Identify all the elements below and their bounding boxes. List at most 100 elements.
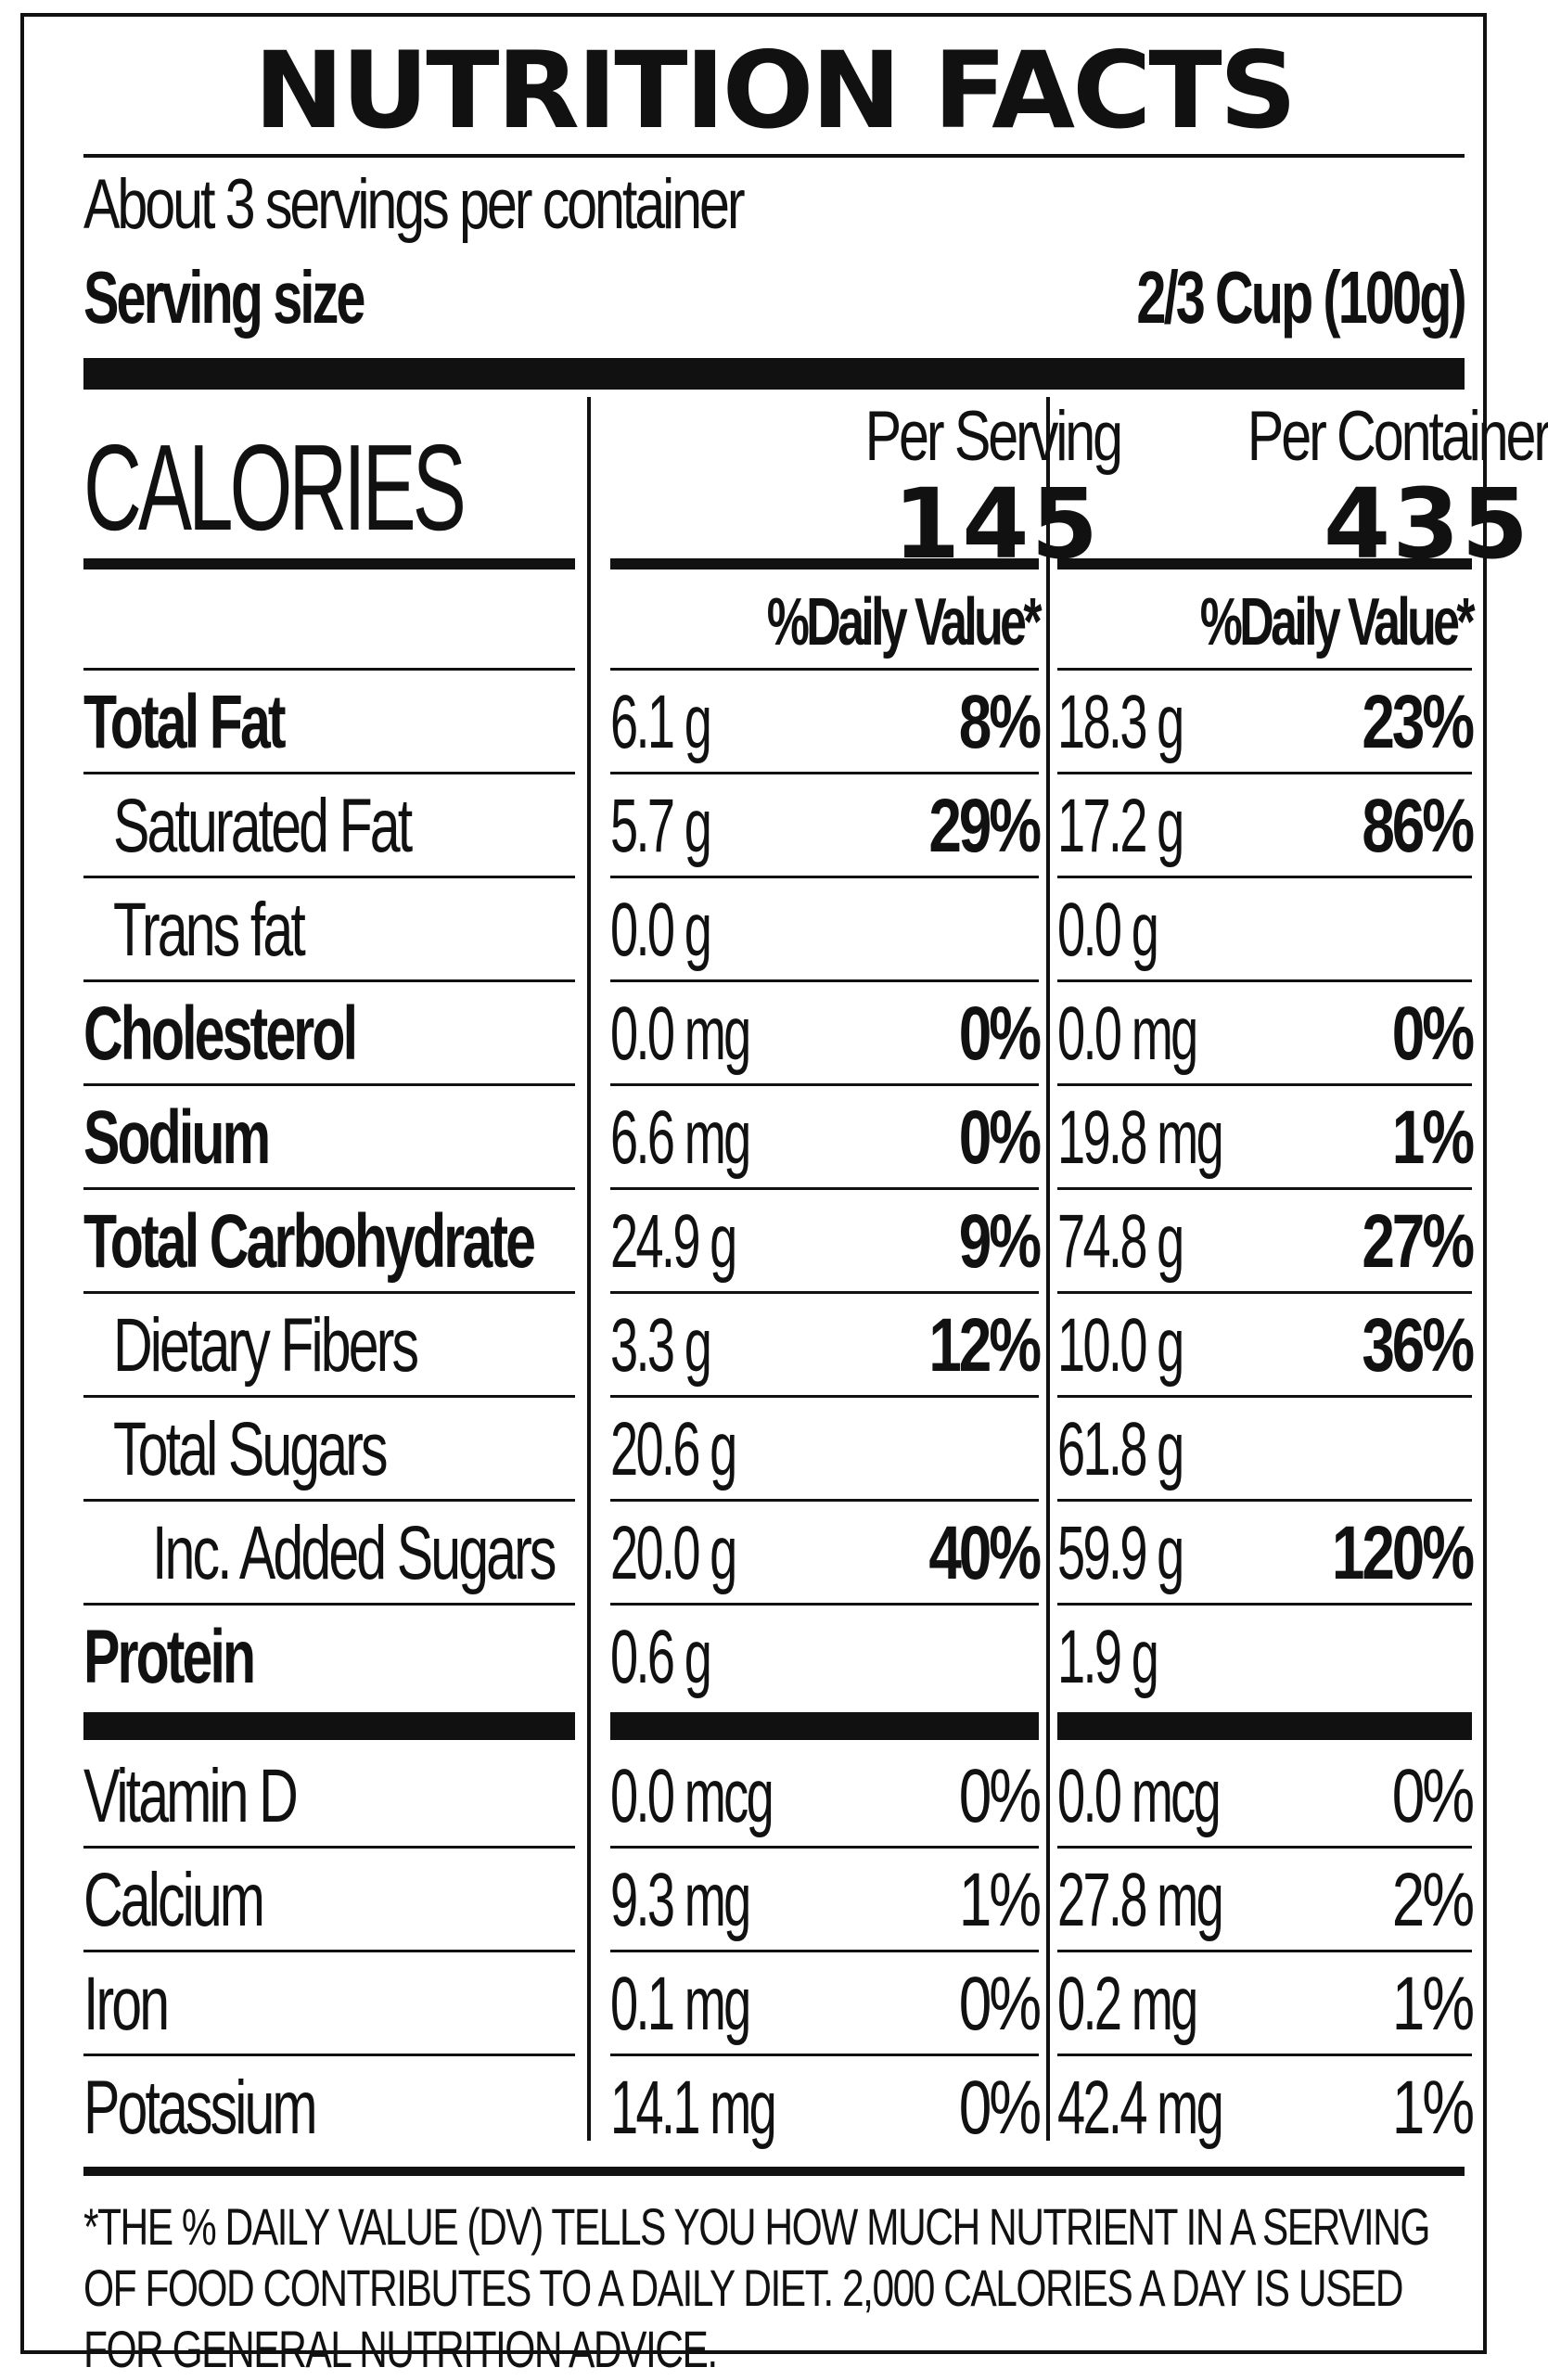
per-serving-calories: 145 (892, 467, 1100, 581)
container-amount: 0.0 mg (1057, 992, 1198, 1076)
row-divider (83, 1395, 575, 1398)
servings-per-container: About 3 servings per container (83, 165, 746, 244)
row-divider (1057, 1950, 1472, 1952)
container-daily-value: 1% (1391, 2066, 1475, 2150)
serving-daily-value: 9% (958, 1199, 1042, 1284)
row-divider (1057, 1603, 1472, 1606)
serving-daily-value: 0% (958, 2066, 1042, 2150)
container-amount: 59.9 g (1057, 1511, 1184, 1595)
row-divider (1057, 1291, 1472, 1294)
per-container-header: Per Container (1247, 397, 1548, 476)
serving-amount: 6.1 g (610, 680, 712, 764)
per-serving-header: Per Serving (864, 397, 1124, 476)
serving-amount: 3.3 g (610, 1303, 712, 1388)
row-divider (1057, 772, 1472, 774)
serving-amount: 0.1 mg (610, 1962, 751, 2046)
row-divider (1057, 1846, 1472, 1849)
row-divider (610, 1187, 1039, 1190)
row-divider (610, 1712, 1039, 1740)
row-divider (1057, 668, 1472, 671)
serving-amount: 0.0 mg (610, 992, 751, 1076)
row-divider (83, 1187, 575, 1190)
row-divider (83, 772, 575, 774)
serving-daily-value: 0% (958, 1962, 1042, 2046)
row-divider (610, 668, 1039, 671)
serving-size-label: Serving size (83, 256, 365, 339)
serving-size-row: Serving size 2/3 Cup (100g) (83, 253, 1467, 341)
serving-daily-value: 12% (928, 1303, 1042, 1388)
serving-daily-value: 8% (958, 680, 1042, 764)
container-daily-value: 1% (1391, 1095, 1475, 1180)
serving-daily-value: 40% (928, 1511, 1042, 1595)
container-amount: 19.8 mg (1057, 1095, 1224, 1180)
container-amount: 10.0 g (1057, 1303, 1184, 1388)
per-container-calories: 435 (1323, 467, 1530, 581)
nutrient-name: Cholesterol (83, 992, 358, 1076)
nutrient-name: Saturated Fat (113, 784, 413, 868)
nutrition-label: NUTRITION FACTS About 3 servings per con… (20, 13, 1548, 2378)
row-divider (83, 1950, 575, 1952)
container-daily-value: 86% (1362, 784, 1475, 868)
row-divider (610, 1395, 1039, 1398)
container-amount: 0.2 mg (1057, 1962, 1198, 2046)
container-daily-value: 2% (1391, 1858, 1475, 1942)
container-daily-value: 36% (1362, 1303, 1475, 1388)
container-amount: 1.9 g (1057, 1615, 1159, 1699)
row-divider (83, 1291, 575, 1294)
serving-amount: 6.6 mg (610, 1095, 751, 1180)
nutrient-name: Vitamin D (83, 1754, 299, 1838)
serving-amount: 20.0 g (610, 1511, 737, 1595)
container-daily-value: 0% (1391, 1754, 1475, 1838)
thick-divider (83, 358, 1465, 390)
nutrient-name: Total Carbohydrate (83, 1199, 536, 1284)
row-divider (83, 1846, 575, 1849)
nutrient-name: Calcium (83, 1858, 265, 1942)
row-divider (610, 1603, 1039, 1606)
serving-amount: 0.0 mcg (610, 1754, 774, 1838)
row-divider (1057, 1712, 1472, 1740)
row-divider (83, 2054, 575, 2056)
row-divider (610, 1846, 1039, 1849)
nutrient-name: Iron (83, 1962, 170, 2046)
footnote-divider (83, 2167, 1465, 2176)
calories-underline (83, 558, 575, 569)
container-daily-value: 0% (1391, 992, 1475, 1076)
label-title: NUTRITION FACTS (253, 29, 1298, 152)
serving-amount: 9.3 mg (610, 1858, 751, 1942)
row-divider (610, 876, 1039, 878)
serving-daily-value: 0% (958, 1754, 1042, 1838)
row-divider (610, 2054, 1039, 2056)
row-divider (610, 772, 1039, 774)
row-divider (1057, 1395, 1472, 1398)
nutrient-name: Potassium (83, 2066, 318, 2150)
container-amount: 74.8 g (1057, 1199, 1184, 1284)
container-calories-underline (1057, 558, 1472, 569)
container-daily-value: 23% (1362, 680, 1475, 764)
container-daily-value: 27% (1362, 1199, 1475, 1284)
serving-daily-value: 0% (958, 992, 1042, 1076)
serving-daily-value: 1% (958, 1858, 1042, 1942)
container-amount: 42.4 mg (1057, 2066, 1224, 2150)
nutrient-name: Dietary Fibers (113, 1303, 419, 1388)
container-amount: 0.0 mcg (1057, 1754, 1222, 1838)
row-divider (610, 1291, 1039, 1294)
label-content: NUTRITION FACTS About 3 servings per con… (83, 17, 1548, 2378)
container-amount: 0.0 g (1057, 888, 1159, 972)
row-divider (83, 876, 575, 878)
row-divider (83, 1499, 575, 1502)
row-divider (83, 1712, 575, 1740)
row-divider (610, 979, 1039, 982)
nutrient-name: Total Sugars (113, 1407, 389, 1491)
row-divider (1057, 1187, 1472, 1190)
row-divider (1057, 1499, 1472, 1502)
row-divider (83, 979, 575, 982)
column-divider-serving (587, 397, 591, 2141)
serving-amount: 5.7 g (610, 784, 712, 868)
daily-value-header-container: %Daily Value* (1199, 585, 1476, 659)
container-amount: 61.8 g (1057, 1407, 1184, 1491)
serving-amount: 14.1 mg (610, 2066, 777, 2150)
title-divider (83, 154, 1465, 158)
nutrient-name: Total Fat (83, 680, 287, 764)
nutrient-name: Inc. Added Sugars (152, 1511, 557, 1595)
serving-amount: 0.0 g (610, 888, 712, 972)
